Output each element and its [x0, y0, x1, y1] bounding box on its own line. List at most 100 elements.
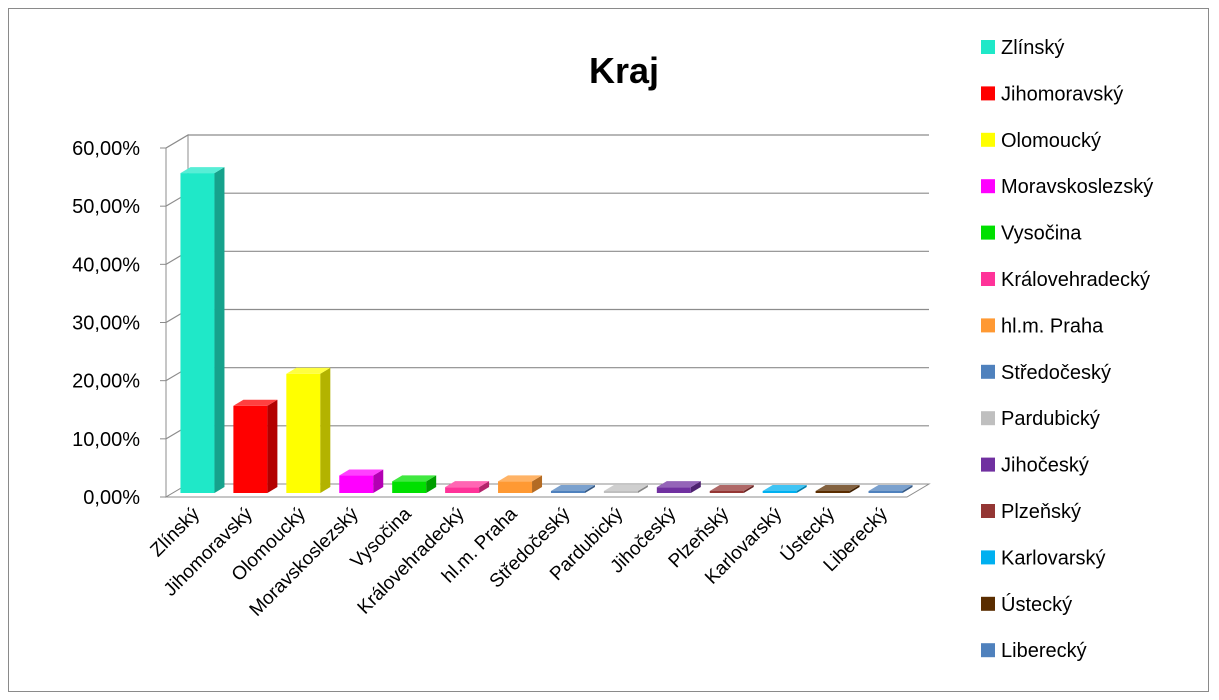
- bar-top: [392, 475, 437, 482]
- bar-hl-m-praha: [498, 475, 543, 493]
- bar-side: [320, 367, 331, 493]
- gridline: [165, 425, 929, 440]
- legend-swatch: [981, 457, 995, 472]
- legend-label: Zlínský: [1001, 37, 1064, 59]
- legend-label: Liberecký: [1001, 640, 1087, 662]
- bar-top: [603, 485, 648, 491]
- bar-top: [286, 367, 331, 374]
- legend-swatch: [981, 550, 995, 565]
- bar-side: [584, 485, 595, 493]
- bar-side: [796, 485, 807, 493]
- bar--steck-: [815, 485, 860, 493]
- bar-zl-nsk-: [180, 167, 225, 494]
- legend-swatch: [981, 596, 995, 611]
- legend-swatch: [981, 179, 995, 194]
- bar-side: [902, 485, 913, 493]
- y-tick-label: 20,00%: [72, 371, 140, 393]
- bar-kr-lovehradeck-: [445, 481, 490, 493]
- bar-front: [815, 491, 850, 493]
- legend-swatch: [981, 132, 995, 147]
- bar-top: [339, 469, 384, 476]
- bar-libereck-: [868, 485, 913, 493]
- legend-label: Jihočeský: [1001, 455, 1089, 477]
- bar-front: [868, 491, 903, 493]
- bar-olomouck-: [286, 367, 331, 493]
- bar-top: [550, 485, 595, 491]
- legend-label: Plzeňský: [1001, 501, 1081, 523]
- bar-side: [214, 167, 225, 494]
- bar-front: [550, 491, 585, 493]
- bar-jihomoravsk-: [233, 399, 278, 493]
- bar-front: [656, 487, 691, 493]
- legend-label: Olomoucký: [1001, 130, 1101, 152]
- bar-front: [392, 481, 427, 493]
- y-tick-label: 10,00%: [72, 429, 140, 451]
- legend-label: Karlovarský: [1001, 547, 1105, 569]
- bar-front: [339, 475, 374, 493]
- legend-label: hl.m. Praha: [1001, 315, 1104, 337]
- bar-top: [656, 481, 701, 488]
- legend-swatch: [981, 411, 995, 426]
- bar-moravskoslezsk-: [339, 469, 384, 493]
- bar-side: [743, 485, 754, 493]
- bar-side: [373, 469, 384, 493]
- legend-swatch: [981, 504, 995, 518]
- bar-top: [445, 481, 490, 488]
- gridline: [165, 192, 929, 207]
- bar-front: [286, 373, 321, 493]
- legend-label: Jihomoravský: [1001, 83, 1123, 105]
- bar-karlovarsk-: [762, 485, 807, 493]
- y-tick-label: 0,00%: [83, 487, 140, 509]
- bar-side: [849, 485, 860, 493]
- legend-label: Královehradecký: [1001, 269, 1150, 291]
- bar-side: [532, 475, 543, 493]
- legend-swatch: [981, 86, 995, 101]
- bar-top: [762, 485, 807, 491]
- bar-jiho-esk-: [656, 481, 701, 493]
- bar-top: [180, 167, 225, 174]
- y-tick-label: 60,00%: [72, 138, 140, 160]
- bar-side: [637, 485, 648, 493]
- legend-label: Pardubický: [1001, 408, 1100, 430]
- floor: [164, 483, 931, 498]
- bar-top: [498, 475, 543, 482]
- legend-swatch: [981, 272, 995, 286]
- bar-front: [762, 491, 797, 493]
- chart-frame: Kraj 0,00% 10,00% 20,00% 30,00% 40,00% 50,00%…: [8, 8, 1209, 692]
- legend-label: Středočeský: [1001, 362, 1111, 384]
- gridline: [165, 367, 929, 382]
- y-tick-label: 30,00%: [72, 313, 140, 335]
- bar-top: [233, 399, 278, 406]
- bar-top: [709, 485, 754, 491]
- y-tick-label: 40,00%: [72, 254, 140, 276]
- chart-title: Kraj: [589, 50, 659, 91]
- gridline: [165, 134, 929, 149]
- legend-label: Moravskoslezský: [1001, 176, 1153, 198]
- bar-front: [445, 487, 480, 493]
- bar-side: [267, 399, 278, 493]
- bar-pardubick-: [603, 485, 648, 493]
- bar-front: [603, 491, 638, 493]
- gridline: [165, 250, 929, 265]
- bar-top: [815, 485, 860, 491]
- bar-chart: Kraj 0,00% 10,00% 20,00% 30,00% 40,00% 50,00%…: [72, 37, 1153, 662]
- bar-front: [233, 405, 268, 493]
- bar-front: [709, 491, 744, 493]
- bar-front: [498, 481, 533, 493]
- legend-swatch: [981, 318, 995, 333]
- legend-label: Vysočina: [1001, 223, 1082, 245]
- bar-top: [868, 485, 913, 491]
- legend-swatch: [981, 643, 995, 658]
- y-tick-label: 50,00%: [72, 196, 140, 218]
- bar-side: [426, 475, 437, 493]
- bar-front: [180, 173, 215, 494]
- legend-label: Ústecký: [1001, 593, 1072, 616]
- gridline: [165, 308, 929, 324]
- legend-swatch: [981, 364, 995, 379]
- bar-side: [479, 481, 490, 493]
- bar-plze-sk-: [709, 485, 754, 493]
- legend-swatch: [981, 40, 995, 54]
- bar-st-edo-esk-: [550, 485, 595, 493]
- legend-swatch: [981, 225, 995, 240]
- bar-side: [690, 481, 701, 493]
